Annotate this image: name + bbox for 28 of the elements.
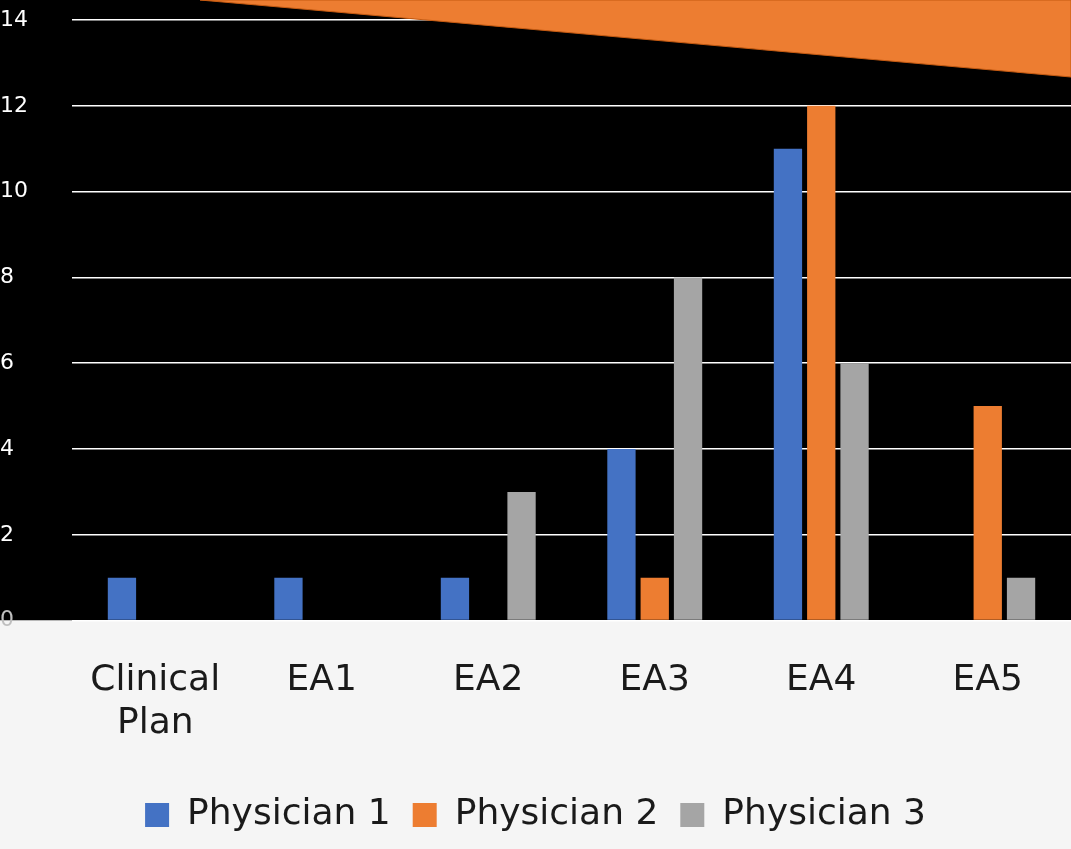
y-tick-label: 14 [0,5,28,31]
legend-label: Physician 1 [187,791,391,833]
x-tick-label: Clinical Plan [90,656,221,741]
x-tick-label: EA4 [786,656,857,698]
bar [507,491,536,620]
bar [607,449,636,620]
bar [840,363,869,620]
x-tick-label: EA3 [619,656,690,698]
bar [640,577,669,620]
bar [973,406,1002,620]
bar [274,577,303,620]
y-tick-label: 8 [0,263,14,289]
bar [807,105,836,620]
y-tick-label: 10 [0,177,28,203]
bar [440,577,470,620]
x-tick-label: EA2 [453,656,524,698]
bar [107,577,137,620]
bar [673,277,703,620]
bar [773,148,803,620]
y-tick-label: 4 [0,434,14,460]
bar [1006,577,1036,620]
legend-label: Physician 2 [454,791,659,833]
x-tick-label: EA1 [286,656,357,698]
legend-label: Physician 3 [722,791,926,833]
y-tick-label: 2 [0,520,14,546]
y-tick-label: 12 [0,91,28,117]
y-tick-label: 6 [0,348,14,374]
x-tick-label: EA5 [952,656,1023,698]
